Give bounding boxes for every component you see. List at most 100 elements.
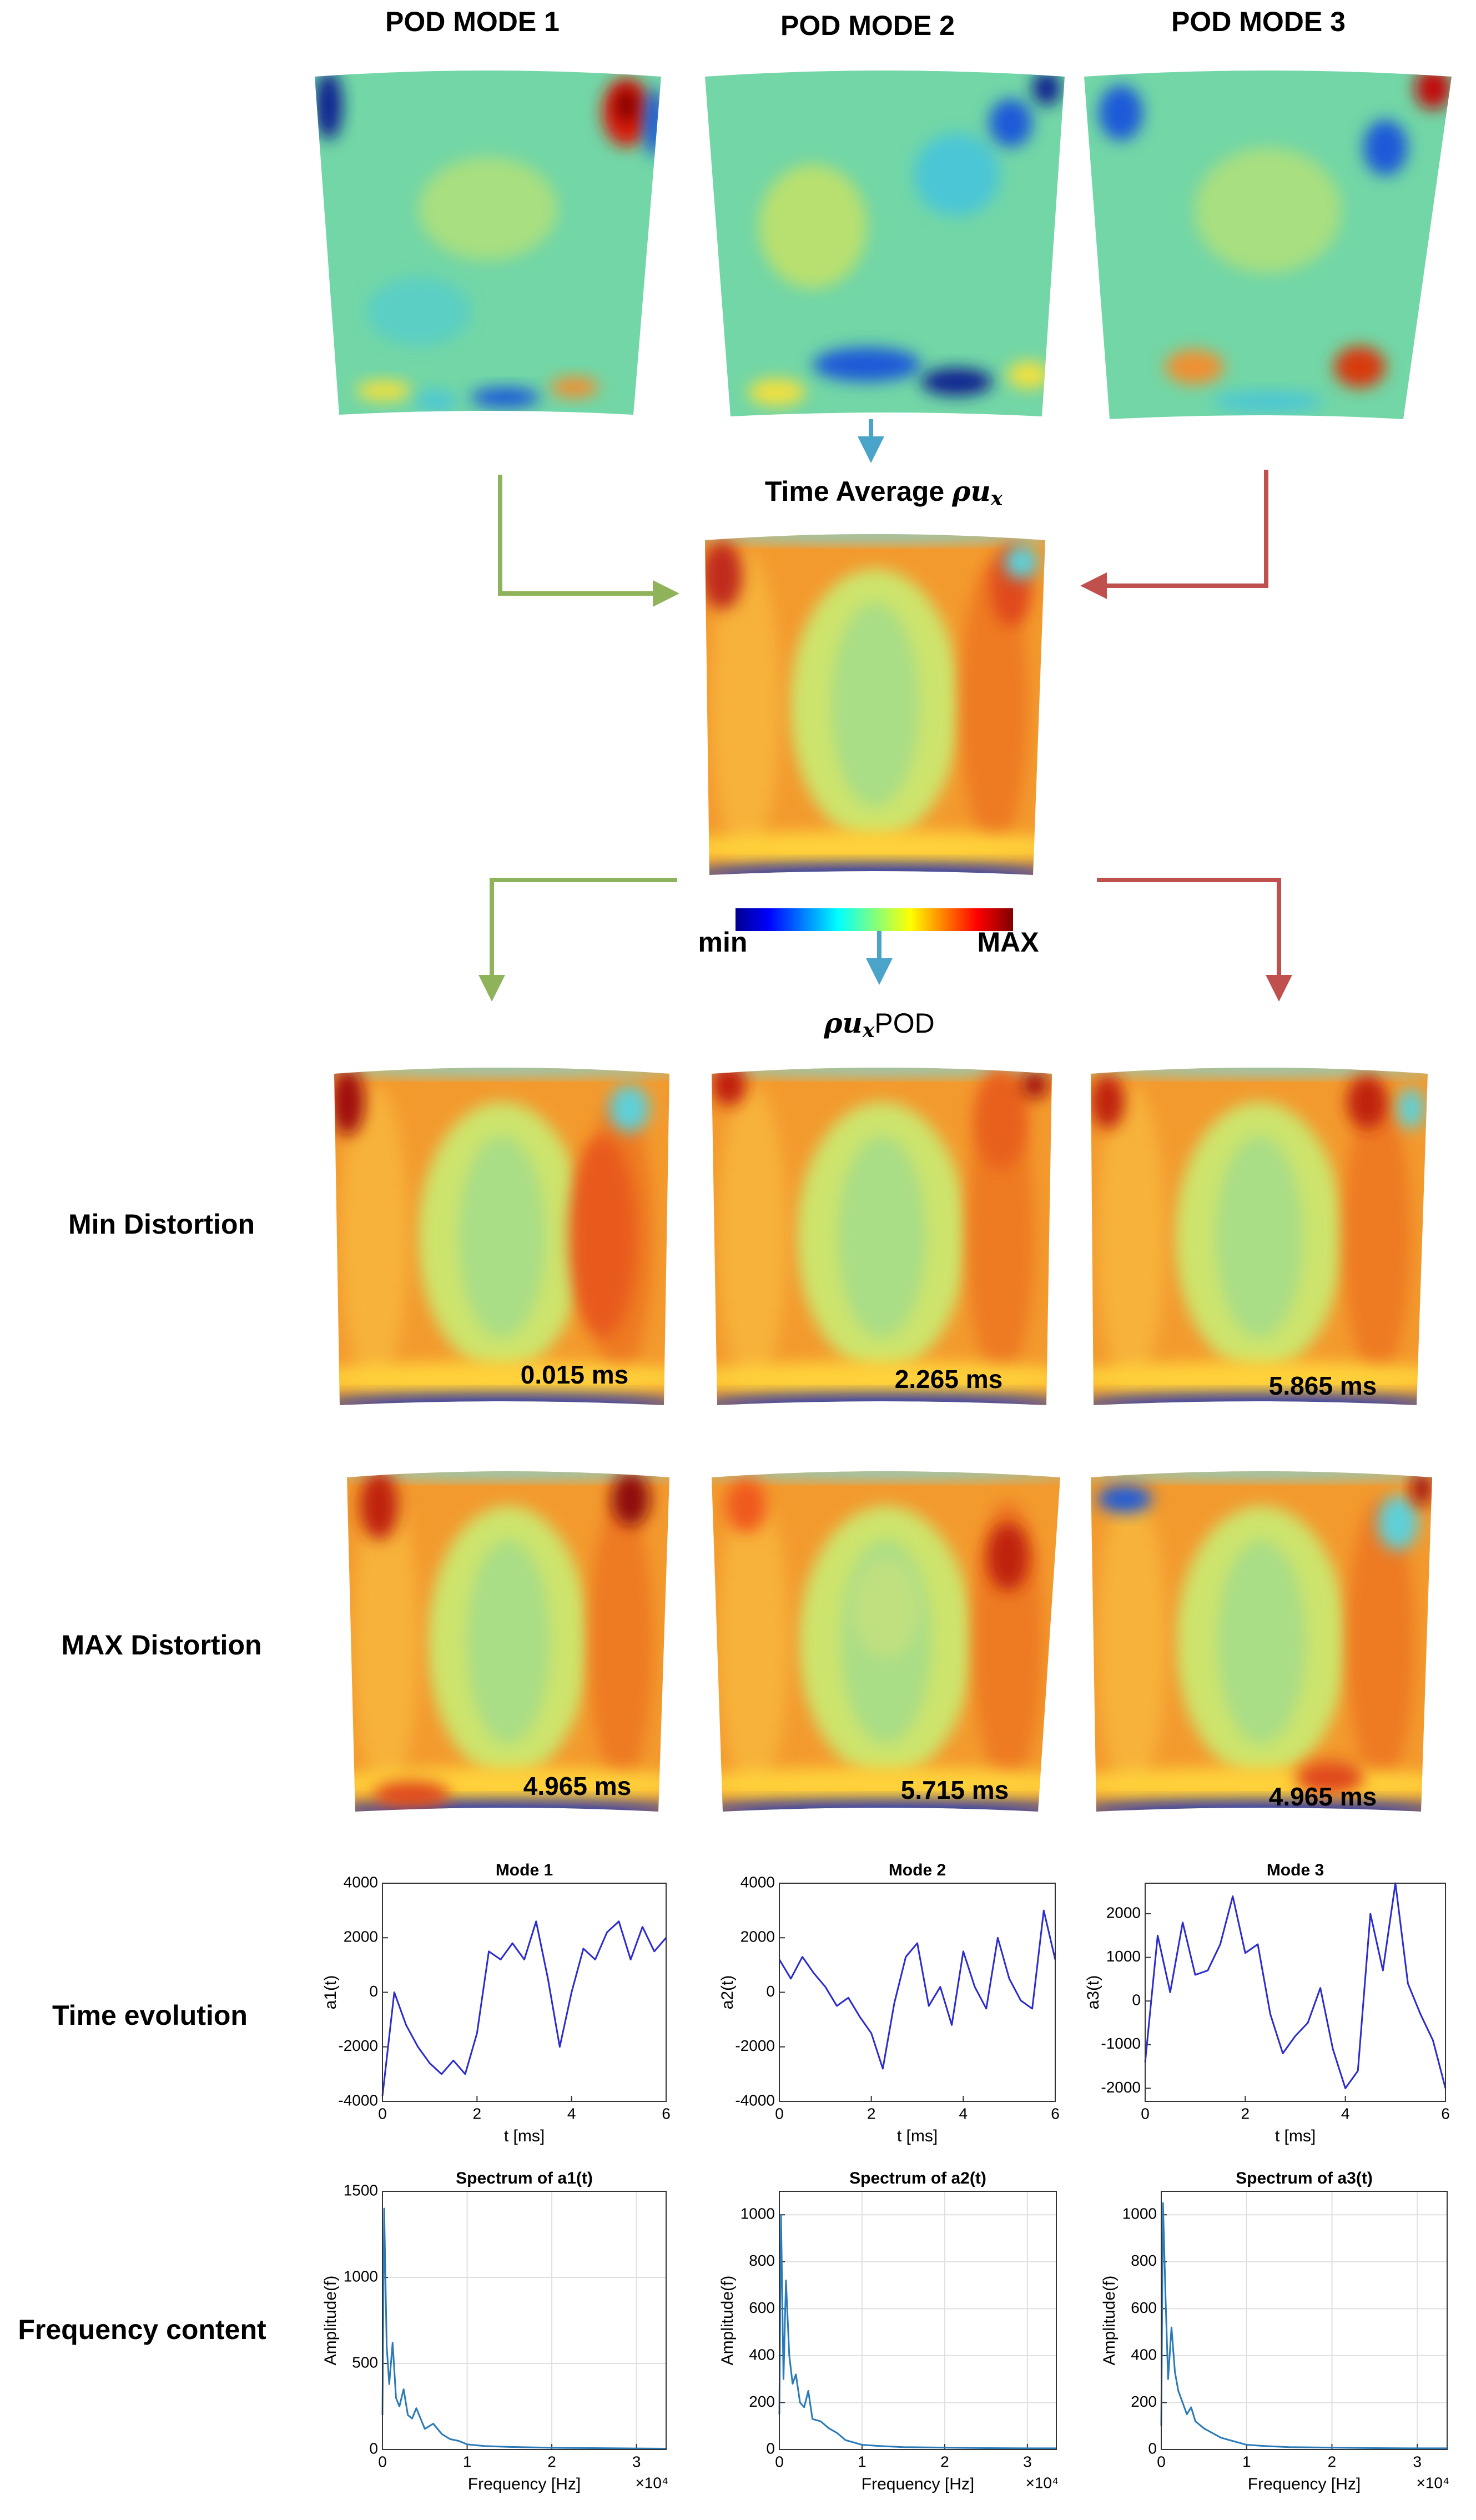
field-patch xyxy=(334,1361,669,1395)
plot-frame xyxy=(1145,1883,1446,2102)
chart: -2000 -1000 0 1000 2000 0 2 4 6 Mode 3 t [ms] a3(t) xyxy=(1084,1861,1450,2145)
field-patch xyxy=(712,1395,1052,1405)
field-patch xyxy=(748,378,806,406)
field-patch xyxy=(1091,1767,1432,1802)
field-patch xyxy=(609,1085,649,1133)
y-tick-label: 400 xyxy=(749,2346,775,2363)
x-tick-label: 3 xyxy=(632,2453,641,2470)
field-patch xyxy=(987,1522,1029,1591)
chart: 0 200 400 600 800 1000 0 1 2 3 Spectrum of a2(t) Fr… xyxy=(718,2169,1059,2493)
field-patch xyxy=(550,376,599,398)
field-map xyxy=(315,71,661,415)
y-tick-label: 1000 xyxy=(344,2267,378,2285)
field-maps xyxy=(315,71,1452,1812)
x-tick-label: 4 xyxy=(567,2105,576,2122)
field-patch xyxy=(458,1135,546,1338)
field-patch xyxy=(837,1135,926,1338)
x-axis-label: Frequency [Hz] xyxy=(862,2475,974,2493)
field-patch xyxy=(718,1488,789,1795)
field-patch xyxy=(759,164,867,289)
arrow xyxy=(1080,470,1268,599)
chart: 0 200 400 600 800 1000 0 1 2 3 Spectrum of a3(t) Fr… xyxy=(1100,2169,1449,2493)
field-patch xyxy=(712,1767,1060,1802)
x-tick-label: 0 xyxy=(1141,2105,1150,2122)
field-patch xyxy=(712,551,780,858)
chart-title: Spectrum of a3(t) xyxy=(1236,2169,1373,2187)
mode-title: POD MODE 1 xyxy=(385,6,560,37)
x-multiplier: ×10⁴ xyxy=(1025,2474,1059,2491)
field-patch xyxy=(419,157,557,260)
time-stamps: 0.015 ms 2.265 ms 5.865 ms 4.965 ms 5.715 ms… xyxy=(521,1360,1377,1811)
plot-area xyxy=(382,2191,666,2449)
field-map xyxy=(1091,1068,1428,1405)
y-tick-label: 500 xyxy=(352,2353,378,2371)
x-multiplier: ×10⁴ xyxy=(635,2474,668,2491)
field-patch xyxy=(705,541,743,610)
plot-area xyxy=(779,1883,1055,2101)
field-patch xyxy=(334,1395,669,1405)
x-tick-label: 2 xyxy=(867,2105,876,2122)
y-tick-label: 1000 xyxy=(1106,1948,1141,1965)
row-label: MAX Distortion xyxy=(61,1629,261,1661)
field-patch xyxy=(1215,1135,1303,1338)
y-tick-label: 0 xyxy=(369,2439,378,2457)
field-patch xyxy=(830,602,920,807)
chart-title: Mode 3 xyxy=(1267,1861,1324,1879)
x-tick-label: 2 xyxy=(547,2453,556,2470)
arrow xyxy=(1097,878,1292,1002)
field-map xyxy=(712,1068,1052,1405)
field-map xyxy=(705,534,1045,875)
y-axis-label: Amplitude(f) xyxy=(718,2276,737,2366)
field-patch xyxy=(1091,1801,1432,1812)
field-patch xyxy=(347,1767,669,1802)
y-tick-label: 0 xyxy=(369,1983,378,2000)
x-multiplier: ×10⁴ xyxy=(1416,2474,1449,2491)
mode-title: POD MODE 2 xyxy=(780,10,955,41)
field-patch xyxy=(1091,1395,1428,1405)
y-tick-label: 2000 xyxy=(344,1928,378,1945)
colorbar-max: MAX xyxy=(977,927,1039,958)
x-axis-label: t [ms] xyxy=(897,2127,938,2145)
field-patch xyxy=(1165,349,1224,385)
field-patch xyxy=(1091,1075,1125,1129)
field-patch xyxy=(334,1068,669,1075)
field-patch xyxy=(705,831,1045,865)
x-tick-label: 1 xyxy=(858,2453,867,2470)
pod-title-text: POD xyxy=(874,1008,934,1039)
plot-area xyxy=(779,2191,1056,2449)
y-axis-label: Amplitude(f) xyxy=(321,2276,340,2366)
plot-frame xyxy=(1161,2191,1448,2450)
y-tick-label: 1000 xyxy=(740,2205,775,2222)
mode-title: POD MODE 3 xyxy=(1171,6,1346,37)
average-title: Time Average ρux xyxy=(765,475,1003,510)
field-patch xyxy=(366,277,471,346)
field-map xyxy=(334,1068,669,1405)
x-tick-label: 2 xyxy=(940,2453,949,2470)
x-tick-label: 3 xyxy=(1413,2453,1422,2470)
field-patch xyxy=(372,1780,450,1808)
x-tick-label: 1 xyxy=(463,2453,472,2470)
field-patch xyxy=(989,98,1032,147)
field-patch xyxy=(851,1557,921,1659)
field-patch xyxy=(1097,1085,1165,1389)
colorbar xyxy=(736,908,1013,931)
pod-title-sub: x xyxy=(862,1019,875,1042)
field-map xyxy=(712,1471,1060,1812)
field-patch xyxy=(705,864,1045,875)
field-patch xyxy=(920,368,993,396)
field-patch xyxy=(347,1801,669,1812)
field-map xyxy=(1091,1471,1432,1812)
data-line xyxy=(778,2214,1056,2449)
average-title-sub: x xyxy=(990,487,1003,510)
field-patch xyxy=(1097,1485,1152,1513)
chart: -4000 -2000 0 2000 4000 0 2 4 6 Mode 1 t [ms] a1(t) xyxy=(321,1861,671,2145)
field-patch xyxy=(913,133,1000,217)
row-label: Min Distortion xyxy=(68,1209,255,1240)
x-tick-label: 6 xyxy=(1441,2105,1450,2122)
field-patch xyxy=(1363,119,1408,176)
x-tick-label: 0 xyxy=(378,2453,387,2470)
row-label: Time evolution xyxy=(52,2000,248,2031)
field-map xyxy=(347,1471,669,1812)
y-tick-label: 600 xyxy=(1131,2299,1157,2316)
